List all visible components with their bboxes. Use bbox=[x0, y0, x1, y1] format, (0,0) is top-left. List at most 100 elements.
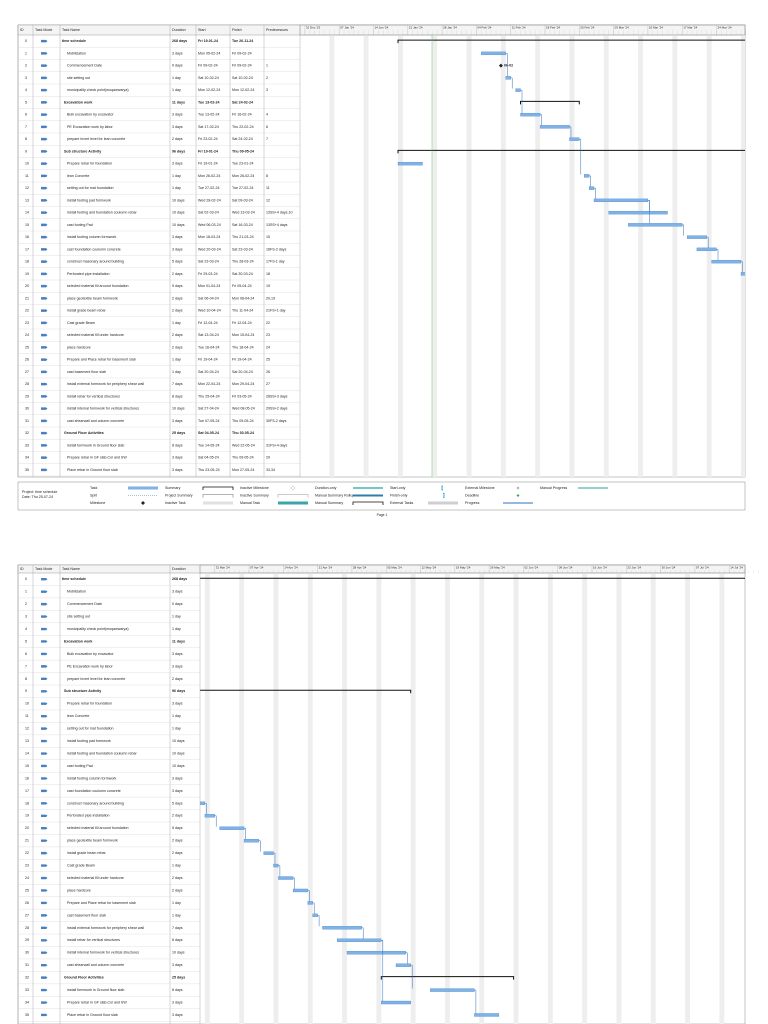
task-start: Sat 10-02-24 bbox=[198, 76, 219, 80]
task-bar bbox=[608, 210, 668, 215]
task-name: Excavation work bbox=[64, 639, 92, 643]
task-mode-icon bbox=[41, 431, 48, 435]
task-mode-icon bbox=[41, 199, 48, 202]
task-duration: 3 days bbox=[172, 51, 183, 55]
task-id: 20 bbox=[25, 284, 29, 288]
task-duration: 2 days bbox=[172, 876, 183, 880]
task-duration: 8 days bbox=[172, 938, 183, 942]
task-id: 30 bbox=[25, 407, 29, 411]
task-predecessors: 29SS+2 days bbox=[266, 407, 288, 411]
task-start: Fri 23-02-24 bbox=[198, 137, 218, 141]
task-name: Prepare rebar in GF slab,Col and SW bbox=[67, 456, 127, 460]
task-id: 35 bbox=[25, 468, 29, 472]
task-predecessors: 6 bbox=[266, 125, 268, 129]
task-id: 17 bbox=[25, 789, 29, 793]
task-name: Place rebar in Ground floor slab bbox=[67, 1013, 118, 1017]
task-mode-icon bbox=[41, 125, 48, 129]
task-name: site setting out bbox=[67, 76, 90, 80]
task-id: 27 bbox=[25, 370, 29, 374]
task-mode-icon bbox=[41, 851, 48, 855]
task-duration: 5 days bbox=[172, 826, 183, 830]
task-name: Place rebar in Ground floor slab bbox=[67, 468, 118, 472]
legend-swatch bbox=[278, 501, 308, 505]
week-label: 31 Dec '23 bbox=[306, 25, 321, 29]
task-id: 0 bbox=[25, 39, 27, 43]
task-duration: 268 days bbox=[172, 39, 187, 43]
task-mode-icon bbox=[41, 248, 48, 251]
task-id: 16 bbox=[25, 776, 29, 780]
task-name: Ground Floor Activities bbox=[64, 431, 104, 435]
task-start: Sat 17-02-24 bbox=[198, 125, 219, 129]
task-finish: Sat 20-04-24 bbox=[232, 370, 253, 374]
task-name: cast shearwall and column concrete bbox=[67, 963, 124, 967]
task-id: 33 bbox=[25, 443, 29, 447]
task-duration: 3 days bbox=[172, 125, 183, 129]
task-mode-icon bbox=[41, 468, 48, 472]
column-header: ID bbox=[20, 28, 24, 32]
task-finish: Sat 24-02-24 bbox=[232, 100, 253, 104]
task-name: Bulk excavation by excavator bbox=[67, 113, 114, 117]
task-mode-icon bbox=[41, 802, 48, 805]
task-id: 21 bbox=[25, 296, 29, 300]
task-start: Sat 04-05-24 bbox=[198, 456, 219, 460]
task-duration: 3 days bbox=[172, 963, 183, 967]
week-label: 09 Jun '24 bbox=[559, 565, 573, 569]
task-predecessors: 33,34 bbox=[266, 468, 275, 472]
task-start: Sat 20-04-24 bbox=[198, 370, 219, 374]
task-predecessors: 3 bbox=[266, 88, 268, 92]
task-finish: Mon 26-02-24 bbox=[232, 174, 254, 178]
task-name: setting out for mat foundation bbox=[67, 186, 114, 190]
legend-item-label: Inactive Summary bbox=[240, 493, 269, 497]
task-predecessors: 18 bbox=[266, 272, 270, 276]
summary-bar bbox=[397, 39, 745, 44]
task-start: Sat 02-03-24 bbox=[198, 211, 219, 215]
task-name: Prepare rebar for foundation bbox=[67, 162, 112, 166]
task-duration: 1 day bbox=[172, 321, 181, 325]
task-mode-icon bbox=[41, 419, 48, 423]
dependency-link bbox=[510, 77, 513, 89]
task-id: 14 bbox=[25, 211, 29, 215]
task-duration: 2 days bbox=[172, 137, 183, 141]
summary-bar bbox=[200, 577, 745, 579]
task-finish: Fri 12-04-24 bbox=[232, 321, 252, 325]
nonworking-day bbox=[638, 35, 643, 477]
legend-sample bbox=[516, 486, 520, 490]
task-id: 23 bbox=[25, 321, 29, 325]
backgrounds bbox=[17, 24, 746, 1024]
task-id: 13 bbox=[25, 198, 29, 202]
task-start: Fri 19-01-24 bbox=[198, 39, 218, 43]
week-label: 23 Jun '24 bbox=[627, 565, 641, 569]
table: 31 Dec '23 07 Jan '24 14 Jan '24 21 Jan '24… bbox=[17, 24, 759, 1024]
task-name: Bulk excavation by excavator bbox=[67, 652, 114, 656]
task-start: Fri 12-04-24 bbox=[198, 321, 218, 325]
nonworking-day bbox=[719, 573, 725, 1024]
task-name: Sub structure Activity bbox=[64, 149, 101, 153]
task-finish: Fri 16-02-24 bbox=[232, 113, 252, 117]
task-finish: Fri 19-04-24 bbox=[232, 358, 252, 362]
nonworking-day bbox=[273, 573, 279, 1024]
task-duration: 3 days bbox=[172, 247, 183, 251]
task-duration: 1 day bbox=[172, 913, 181, 917]
task-bar bbox=[307, 901, 313, 905]
milestone bbox=[498, 63, 503, 68]
task-id: 7 bbox=[25, 125, 27, 129]
task-duration: 8 days bbox=[172, 443, 183, 447]
task-duration: 3 days bbox=[172, 113, 183, 117]
task-name: place geotextile beam formwork bbox=[67, 296, 118, 300]
task-id: 11 bbox=[25, 174, 29, 178]
week-label: 16 Jun '24 bbox=[593, 565, 607, 569]
dependency-link bbox=[594, 187, 596, 199]
legend-sample bbox=[278, 501, 308, 505]
task-name: cast footing Pad bbox=[67, 764, 93, 768]
task-mode-icon bbox=[41, 827, 48, 830]
task-finish: Thu 11-04-24 bbox=[232, 309, 253, 313]
task-duration: 3 days bbox=[172, 789, 183, 793]
dependency-link bbox=[505, 65, 508, 77]
task-id: 10 bbox=[25, 702, 29, 706]
task-bar bbox=[0, 652, 4, 655]
week-label: 14 Jan '24 bbox=[375, 25, 389, 29]
task-name: PE Excavation work by labor bbox=[67, 664, 114, 668]
task-predecessors: 25 bbox=[266, 358, 270, 362]
task-mode-icon bbox=[41, 309, 48, 312]
task-mode-icon bbox=[41, 752, 48, 755]
